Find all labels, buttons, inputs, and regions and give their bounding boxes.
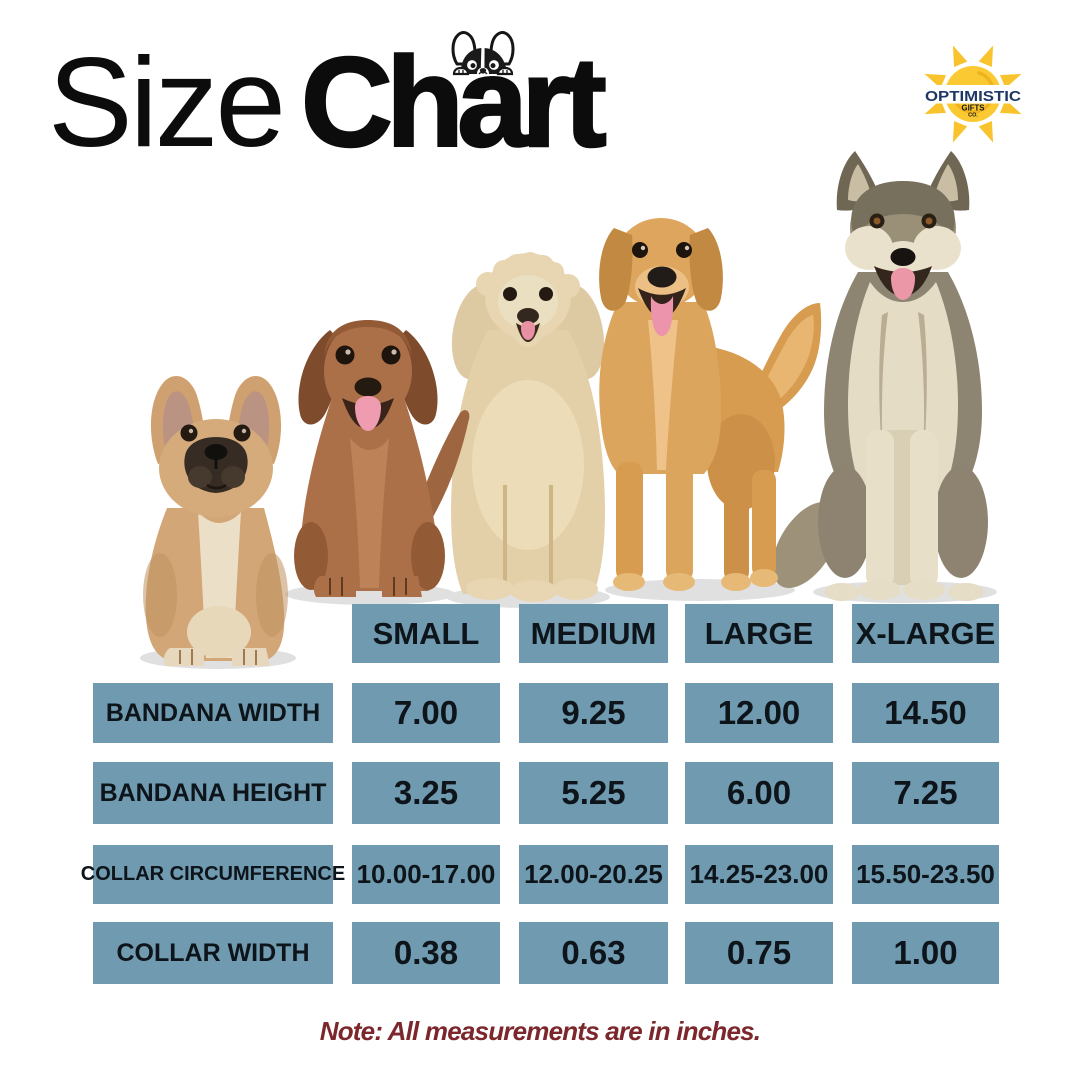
svg-text:CO.: CO. bbox=[968, 113, 978, 119]
svg-text:GIFTS: GIFTS bbox=[962, 104, 986, 113]
svg-text:OPTIMISTIC: OPTIMISTIC bbox=[925, 89, 1022, 105]
